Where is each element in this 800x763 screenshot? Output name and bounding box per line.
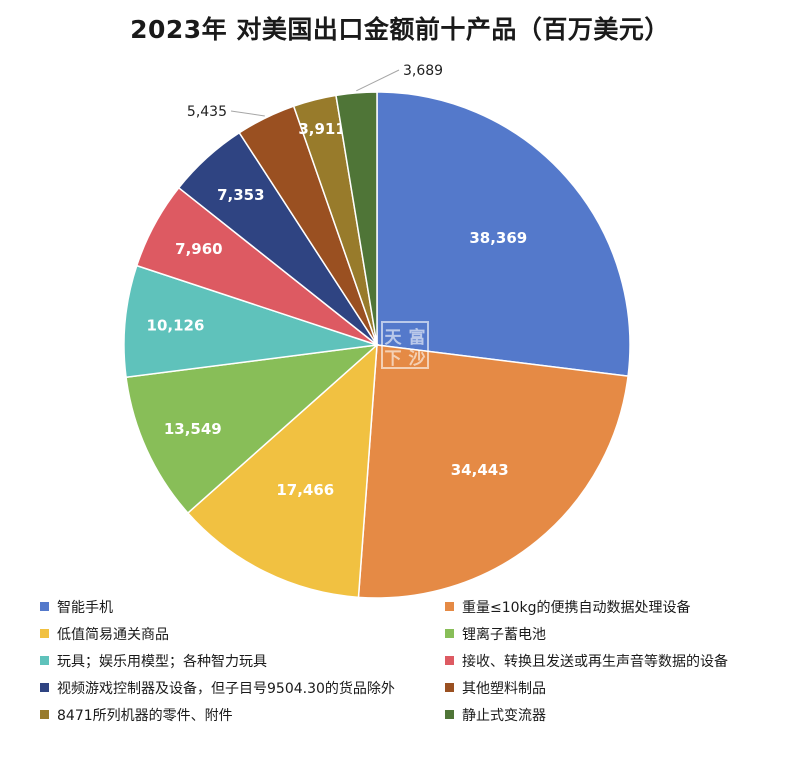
legend-label: 8471所列机器的零件、附件 — [57, 707, 233, 724]
legend-label: 锂离子蓄电池 — [462, 626, 546, 643]
legend-label: 重量≤10kg的便携自动数据处理设备 — [462, 599, 691, 616]
legend-item: 重量≤10kg的便携自动数据处理设备 — [445, 597, 780, 616]
data-label: 10,126 — [147, 317, 205, 335]
legend-label: 视频游戏控制器及设备，但子目号9504.30的货品除外 — [57, 680, 395, 697]
pie-chart: 38,369 34,443 17,466 13,549 10,126 7,960 7,353… — [123, 63, 631, 599]
chart-legend: 智能手机 重量≤10kg的便携自动数据处理设备低值简易通关商品 锂离子蓄电池玩具；娱… — [40, 597, 780, 724]
data-label: 3,689 — [403, 63, 443, 79]
legend-item: 接收、转换且发送或再生声音等数据的设备 — [445, 651, 780, 670]
data-label: 17,466 — [276, 481, 334, 499]
legend-label: 静止式变流器 — [462, 707, 546, 724]
leader-line — [356, 69, 400, 92]
data-label: 5,435 — [187, 104, 227, 120]
legend-item: 静止式变流器 — [445, 705, 780, 724]
legend-swatch — [445, 683, 454, 692]
legend-swatch — [40, 602, 49, 611]
pie-slice — [335, 91, 378, 346]
data-label: 7,353 — [217, 186, 264, 204]
legend-label: 低值简易通关商品 — [57, 626, 169, 643]
pie-slice — [376, 91, 631, 377]
svg-text:天: 天 — [385, 328, 403, 348]
pie-slice — [125, 343, 380, 515]
chart-title: 2023年 对美国出口金额前十产品（百万美元） — [130, 15, 670, 44]
legend-swatch — [445, 710, 454, 719]
leader-line — [230, 110, 265, 117]
legend-label: 接收、转换且发送或再生声音等数据的设备 — [462, 653, 728, 670]
legend-item: 智能手机 — [40, 597, 445, 616]
legend-item: 其他塑料制品 — [445, 678, 780, 697]
data-label: 3,911 — [298, 120, 345, 138]
legend-swatch — [40, 629, 49, 638]
data-label: 7,960 — [175, 240, 222, 258]
watermark-logo: 天富下沙 — [381, 321, 429, 369]
legend-item: 低值简易通关商品 — [40, 624, 445, 643]
legend-swatch — [40, 683, 49, 692]
legend-label: 其他塑料制品 — [462, 680, 546, 697]
svg-text:富: 富 — [409, 327, 426, 348]
legend-swatch — [445, 629, 454, 638]
data-label: 34,443 — [451, 461, 509, 479]
data-label: 38,369 — [469, 229, 527, 247]
legend-item: 锂离子蓄电池 — [445, 624, 780, 643]
legend-item: 玩具；娱乐用模型；各种智力玩具 — [40, 651, 445, 670]
legend-swatch — [445, 602, 454, 611]
legend-swatch — [445, 656, 454, 665]
legend-label: 玩具；娱乐用模型；各种智力玩具 — [57, 653, 267, 670]
pie-slice — [186, 343, 378, 599]
legend-swatch — [40, 656, 49, 665]
pie-slice — [357, 344, 629, 599]
pie-slice — [123, 264, 378, 379]
data-label: 13,549 — [164, 420, 222, 438]
svg-text:下: 下 — [385, 349, 402, 369]
legend-label: 智能手机 — [57, 599, 113, 616]
legend-item: 8471所列机器的零件、附件 — [40, 705, 445, 724]
svg-text:沙: 沙 — [409, 349, 426, 369]
legend-swatch — [40, 710, 49, 719]
legend-item: 视频游戏控制器及设备，但子目号9504.30的货品除外 — [40, 678, 445, 697]
